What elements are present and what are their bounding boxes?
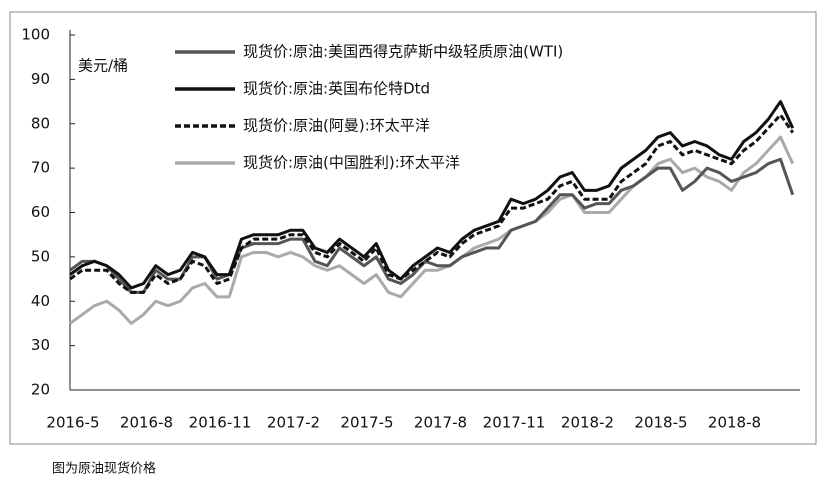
legend-label: 现货价:原油:美国西得克萨斯中级轻质原油(WTI): [243, 43, 563, 61]
legend-label: 现货价:原油(阿曼):环太平洋: [243, 117, 430, 135]
caption: 图为原油现货价格: [52, 461, 156, 477]
x-tick-label: 2016-8: [120, 414, 173, 432]
x-tick-label: 2016-5: [46, 414, 99, 432]
series-line: [69, 100, 795, 290]
y-tick-label: 70: [31, 159, 50, 177]
y-tick-label: 80: [31, 114, 50, 132]
legend-label: 现货价:原油:英国布伦特Dtd: [243, 80, 430, 98]
x-tick-label: 2017-8: [414, 414, 467, 432]
chart-border: [9, 11, 817, 445]
y-tick-label: 100: [21, 26, 50, 44]
x-tick-label: 2017-11: [483, 414, 546, 432]
y-tick-label: 50: [31, 247, 50, 265]
x-tick-label: 2018-2: [561, 414, 614, 432]
x-tick-label: 2017-2: [267, 414, 320, 432]
y-tick-label: 90: [31, 70, 50, 88]
x-tick-label: 2016-11: [189, 414, 252, 432]
series-line: [69, 157, 795, 294]
y-tick-label: 40: [31, 292, 50, 310]
y-tick-label: 60: [31, 203, 50, 221]
y-axis-label: 美元/桶: [78, 57, 128, 75]
x-tick-label: 2018-5: [634, 414, 687, 432]
x-tick-label: 2018-8: [708, 414, 761, 432]
y-tick-label: 20: [31, 381, 50, 399]
series-line: [69, 135, 795, 325]
y-tick-label: 30: [31, 336, 50, 354]
series-line: [69, 113, 794, 294]
legend-label: 现货价:原油(中国胜利):环太平洋: [243, 154, 460, 172]
x-tick-label: 2017-5: [340, 414, 393, 432]
